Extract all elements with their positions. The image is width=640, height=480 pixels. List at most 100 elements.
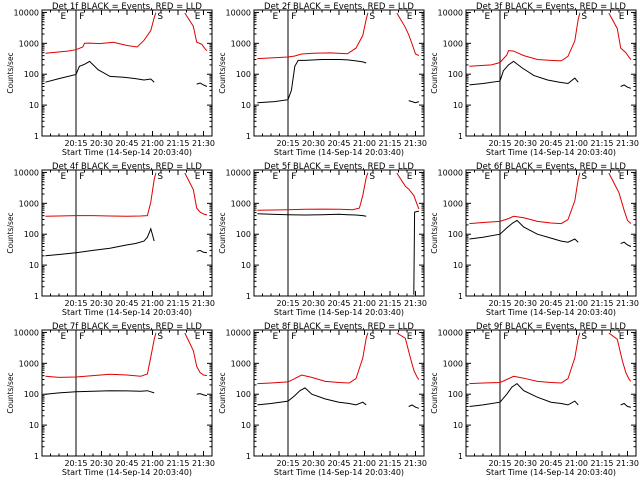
events-series-line (620, 241, 632, 247)
axes-frame (465, 329, 637, 457)
lld-series-line (45, 332, 157, 378)
x-tick-label: 20:30 (90, 299, 113, 308)
marker-letter: S (581, 12, 587, 22)
y-tick-label: 1 (34, 292, 39, 301)
y-tick-label: 1000 (443, 39, 463, 48)
y-tick-label: 100 (236, 70, 251, 79)
marker-letter: F (79, 12, 84, 22)
x-axis-label: Start Time (14-Sep-14 20:03:40) (486, 148, 616, 157)
marker-letter: E (619, 172, 625, 182)
lld-series-line (469, 172, 581, 225)
marker-letter: F (291, 172, 296, 182)
y-axis-label: Counts/sec (430, 212, 439, 253)
x-axis-label: Start Time (14-Sep-14 20:03:40) (62, 148, 192, 157)
events-series-line (257, 213, 367, 217)
marker-letter: E (485, 12, 491, 22)
lld-series-line (396, 332, 420, 380)
x-axis-label: Start Time (14-Sep-14 20:03:40) (486, 468, 616, 477)
marker-letter: S (581, 172, 587, 182)
x-tick-label: 21:30 (404, 299, 427, 308)
lld-series-line (608, 12, 632, 60)
y-tick-label: 1 (246, 292, 251, 301)
y-tick-label: 10000 (14, 8, 39, 17)
x-tick-label: 21:15 (590, 459, 613, 468)
y-tick-label: 100 (24, 230, 39, 239)
events-series-line (196, 82, 208, 87)
marker-letter: E (407, 332, 413, 342)
y-tick-label: 1 (34, 452, 39, 461)
x-tick-label: 21:15 (166, 139, 189, 148)
y-axis-label: Counts/sec (6, 212, 15, 253)
x-tick-label: 21:30 (616, 459, 639, 468)
x-tick-label: 20:30 (90, 459, 113, 468)
x-tick-label: 20:30 (514, 139, 537, 148)
marker-letter: E (619, 332, 625, 342)
y-tick-label: 1000 (231, 39, 251, 48)
marker-letter: F (291, 12, 296, 22)
lld-series-line (469, 332, 581, 385)
panel-title: Det 1f BLACK = Events, RED = LLD (52, 2, 202, 12)
axes-frame (41, 329, 213, 457)
y-tick-label: 10000 (14, 328, 39, 337)
events-series-line (45, 227, 155, 257)
x-tick-label: 21:00 (141, 459, 164, 468)
x-tick-label: 20:15 (488, 139, 511, 148)
y-tick-label: 10000 (226, 328, 251, 337)
lld-series-line (257, 172, 369, 211)
y-tick-label: 10 (241, 101, 251, 110)
x-tick-label: 20:30 (90, 139, 113, 148)
lld-series-line (184, 172, 208, 216)
y-tick-label: 100 (24, 390, 39, 399)
y-tick-label: 100 (24, 70, 39, 79)
marker-letter: S (369, 12, 375, 22)
y-tick-label: 1 (246, 132, 251, 141)
marker-letter: E (61, 172, 67, 182)
x-tick-label: 21:30 (404, 139, 427, 148)
events-series-line (257, 59, 367, 104)
marker-letter: E (195, 12, 201, 22)
x-tick-label: 21:15 (590, 139, 613, 148)
marker-letter: E (407, 12, 413, 22)
x-tick-label: 20:15 (276, 139, 299, 148)
marker-letter: S (157, 172, 163, 182)
y-tick-label: 10 (453, 421, 463, 430)
x-tick-label: 20:45 (539, 459, 562, 468)
panel-title: Det 7f BLACK = Events, RED = LLD (52, 322, 202, 332)
lld-series-line (45, 172, 157, 217)
x-tick-label: 21:30 (192, 299, 215, 308)
y-tick-label: 10 (453, 101, 463, 110)
events-series-line (45, 390, 155, 395)
events-series-line (620, 84, 632, 89)
y-axis-label: Counts/sec (218, 52, 227, 93)
y-tick-label: 100 (448, 390, 463, 399)
lld-series-line (184, 332, 207, 377)
y-tick-label: 1 (34, 132, 39, 141)
x-tick-label: 20:30 (302, 299, 325, 308)
y-tick-label: 10 (29, 421, 39, 430)
x-tick-label: 20:15 (64, 299, 87, 308)
x-tick-label: 20:15 (276, 299, 299, 308)
x-tick-label: 21:00 (565, 299, 588, 308)
axes-frame (41, 169, 213, 297)
y-tick-label: 1 (458, 452, 463, 461)
events-series-line (469, 60, 579, 86)
marker-letter: E (619, 12, 625, 22)
x-tick-label: 20:45 (327, 299, 350, 308)
events-series-line (196, 393, 208, 397)
x-tick-label: 21:15 (378, 459, 401, 468)
y-axis-label: Counts/sec (218, 372, 227, 413)
marker-letter: E (273, 332, 279, 342)
x-tick-label: 21:30 (192, 139, 215, 148)
marker-letter: E (273, 12, 279, 22)
x-tick-label: 21:15 (378, 139, 401, 148)
x-tick-label: 20:45 (115, 139, 138, 148)
